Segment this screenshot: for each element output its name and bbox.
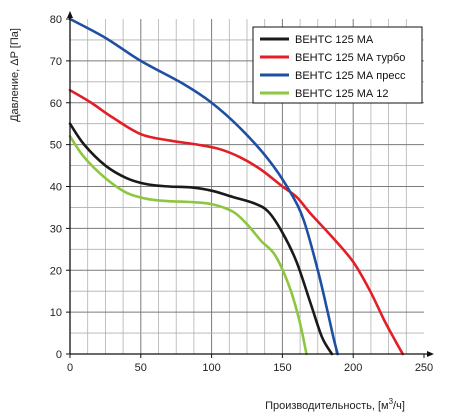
legend-label-1: ВЕНТС 125 МА [295,34,374,46]
y-tick-label: 70 [50,56,62,68]
x-tick-label: 50 [135,362,147,374]
legend-label-3: ВЕНТС 125 МА пресс [295,70,406,82]
axes [66,11,434,358]
y-tick-label: 0 [56,349,62,361]
x-axis-arrow [427,351,434,357]
y-tick-label: 50 [50,140,62,152]
x-tick-label: 150 [273,362,291,374]
series-lines [68,17,405,356]
y-axis-title: Давление, ΔP [Па] [9,28,21,122]
legend-label-4: ВЕНТС 125 МА 12 [295,88,389,100]
x-tick-label: 200 [344,362,362,374]
y-tick-label: 20 [50,265,62,277]
x-tick-label: 250 [415,362,433,374]
y-tick-label: 40 [50,182,62,194]
legend: ВЕНТС 125 МА ВЕНТС 125 МА турбо ВЕНТС 125 … [252,26,423,104]
y-tick-label: 60 [50,98,62,110]
x-tick-label: 100 [202,362,220,374]
x-tick-label: 0 [67,362,73,374]
series-line-4 [68,134,308,356]
y-tick-label: 30 [50,223,62,235]
series-line-3 [68,17,339,356]
legend-label-2: ВЕНТС 125 МА турбо [295,52,405,64]
series-line-2 [68,88,405,356]
y-tick-label: 10 [50,307,62,319]
series-line-1 [68,122,334,356]
y-axis-arrow [67,11,73,18]
y-tick-label: 80 [50,14,62,26]
x-axis-title: Производительность, [м3/ч] [265,397,405,412]
tick-labels: 0 50 100 150 200 250 0 10 20 30 40 50 60 70 80 [50,14,433,374]
